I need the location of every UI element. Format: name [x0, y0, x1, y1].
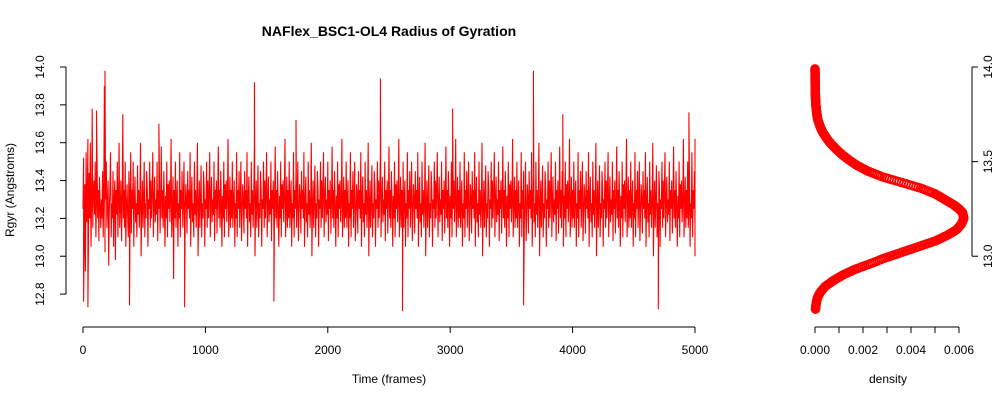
density-y-tick-label: 14.0: [981, 55, 995, 79]
density-y-axis: 13.0 13.5 14.0: [971, 55, 995, 268]
density-x-tick-label: 0.000: [800, 343, 830, 357]
x-tick-label: 2000: [314, 343, 341, 357]
y-tick-label: 13.8: [33, 93, 47, 117]
rgyr-time-series-panel: NAFlex_BSC1-OL4 Radius of Gyration Rgyr …: [3, 23, 709, 386]
y-tick-label: 13.4: [33, 169, 47, 193]
density-x-tick-label: 0.002: [848, 343, 878, 357]
x-tick-label: 4000: [559, 343, 586, 357]
rgyr-series-line: [82, 70, 696, 312]
rgyr-trace: [82, 70, 696, 312]
density-x-axis: 0.000 0.002 0.004 0.006: [800, 326, 974, 357]
x-tick-label: 0: [80, 343, 87, 357]
y-tick-label: 13.6: [33, 131, 47, 155]
density-point: [810, 64, 820, 74]
x-axis-label: Time (frames): [352, 372, 426, 386]
density-y-tick-label: 13.0: [981, 244, 995, 268]
density-x-tick-label: 0.006: [944, 343, 974, 357]
density-panel: density 0.000 0.002 0.004 0.006 13.0 13.5 14.…: [800, 55, 995, 386]
density-y-tick-label: 13.5: [981, 150, 995, 174]
y-tick-label: 13.2: [33, 206, 47, 230]
y-axis-label: Rgyr (Angstroms): [3, 143, 17, 237]
y-tick-label: 12.8: [33, 282, 47, 306]
density-x-tick-label: 0.004: [896, 343, 926, 357]
density-x-axis-label: density: [869, 372, 907, 386]
x-tick-label: 1000: [192, 343, 219, 357]
y-tick-label: 13.0: [33, 244, 47, 268]
x-axis: 0 1000 2000 3000 4000 5000: [80, 326, 709, 357]
x-tick-label: 5000: [682, 343, 709, 357]
y-tick-label: 14.0: [33, 55, 47, 79]
y-axis: 12.8 13.0 13.2 13.4 13.6 13.8 14.0: [33, 55, 67, 306]
density-curve: [810, 64, 969, 314]
chart-title: NAFlex_BSC1-OL4 Radius of Gyration: [262, 23, 516, 39]
x-tick-label: 3000: [437, 343, 464, 357]
